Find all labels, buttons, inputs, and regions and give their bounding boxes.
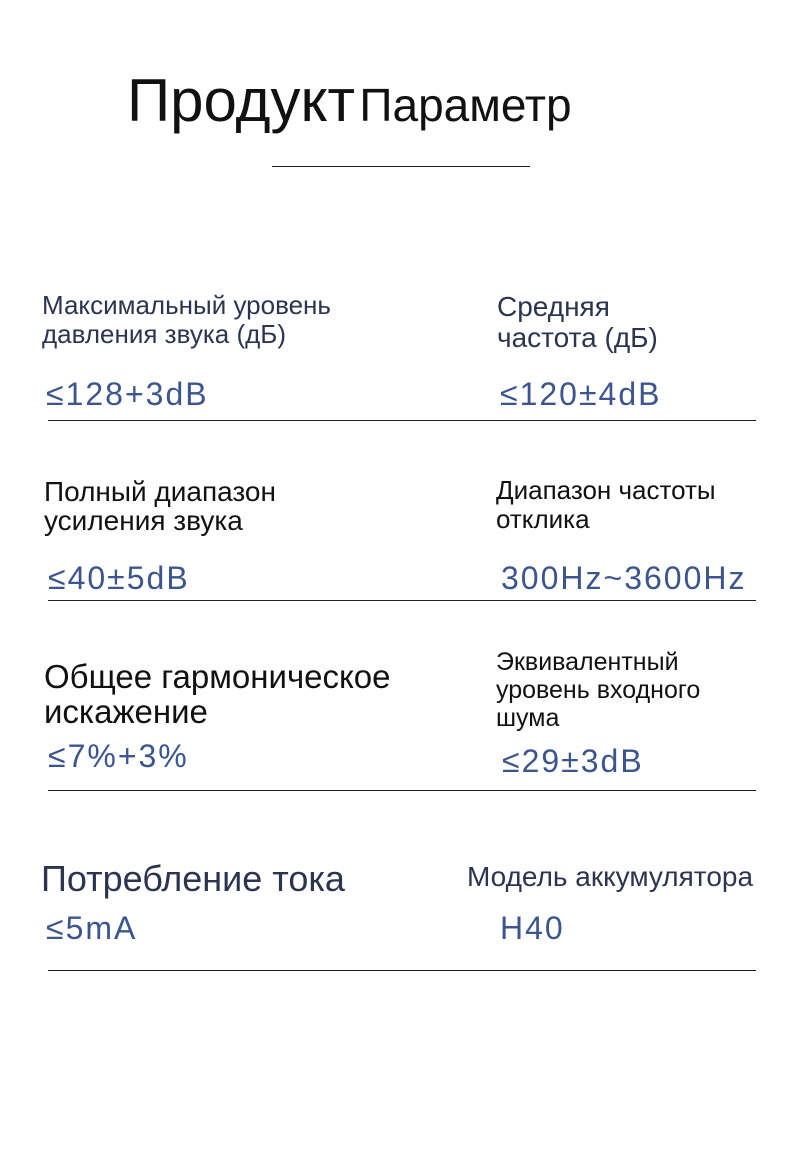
title-divider [272,166,530,167]
row-divider [48,790,756,791]
label-line: Модель аккумулятора [467,861,754,892]
spec-label-gain-range: Полный диапазон усиления звука [44,477,276,535]
spec-label-freq-response: Диапазон частоты отклика [496,476,716,534]
spec-value-gain-range: ≤40±5dB [48,560,190,596]
spec-label-battery: Модель аккумулятора [467,862,753,891]
label-line: частота (дБ) [497,322,658,353]
title-sub: Параметр [359,79,572,131]
label-line: шума [496,704,560,732]
label-line: отклика [496,504,590,534]
spec-label-thd: Общее гармоническое искажение [44,659,391,729]
spec-value-max-spl: ≤128+3dB [46,376,209,412]
label-line: Потребление тока [41,858,345,899]
title-main: Продукт [127,67,355,134]
spec-value-freq-response: 300Hz~3600Hz [501,560,747,596]
label-line: Диапазон частоты [496,475,716,505]
label-line: искажение [44,693,208,730]
spec-label-input-noise: Эквивалентный уровень входного шума [496,648,700,732]
spec-value-input-noise: ≤29±3dB [502,743,644,779]
label-line: Общее гармоническое [44,658,391,695]
row-divider [48,420,756,421]
spec-value-battery: H40 [500,910,565,946]
label-line: усиления звука [44,505,243,536]
spec-label-max-spl: Максимальный уровень давления звука (дБ) [42,291,331,349]
spec-label-avg-freq: Средняя частота (дБ) [497,291,658,353]
label-line: уровень входного [496,676,701,704]
label-line: Максимальный уровень [42,290,331,320]
label-line: Средняя [497,291,610,322]
spec-label-current: Потребление тока [41,860,345,898]
spec-value-current: ≤5mA [46,910,138,946]
page-title: Продукт Параметр [127,66,572,135]
row-divider [48,970,756,971]
row-divider [48,600,756,601]
spec-value-thd: ≤7%+3% [48,738,189,774]
label-line: давления звука (дБ) [42,319,287,349]
label-line: Полный диапазон [44,476,276,507]
spec-value-avg-freq: ≤120±4dB [500,376,662,412]
label-line: Эквивалентный [496,648,679,676]
